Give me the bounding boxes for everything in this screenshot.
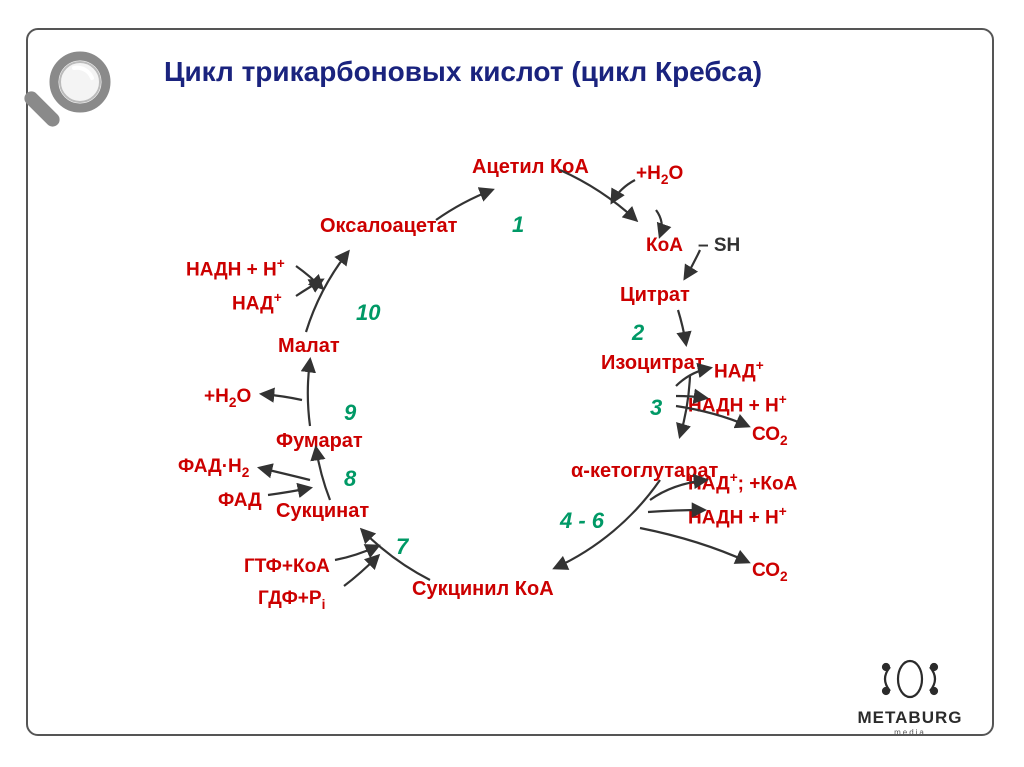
- step-7: 7: [396, 534, 408, 560]
- cofactor-2: – SH: [698, 235, 740, 257]
- diagram-frame: [26, 28, 994, 736]
- metabolite-7: Малат: [278, 335, 340, 358]
- step-1: 1: [512, 212, 524, 238]
- step-2: 2: [632, 320, 644, 346]
- cofactor-8: СО2: [752, 560, 788, 584]
- cofactor-9: ГТФ+КоА: [244, 556, 330, 578]
- step-8: 8: [344, 466, 356, 492]
- cofactor-14: НАДН + Н+: [186, 256, 285, 281]
- cofactor-4: НАДН + Н+: [688, 392, 787, 417]
- cofactor-3: НАД+: [714, 358, 764, 383]
- cofactor-13: +H2O: [204, 386, 251, 410]
- cofactor-6: НАД+; +КоА: [688, 470, 797, 495]
- step-3: 3: [650, 395, 662, 421]
- metabolite-2: Изоцитрат: [601, 352, 705, 375]
- metabolite-5: Сукцинат: [276, 500, 369, 523]
- metabolite-1: Цитрат: [620, 284, 690, 307]
- metabolite-4: Сукцинил КоА: [412, 578, 554, 601]
- page-title: Цикл трикарбоновых кислот (цикл Кребса): [164, 56, 762, 88]
- metabolite-8: Оксалоацетат: [320, 215, 457, 238]
- cofactor-11: ФАД·Н2: [178, 456, 249, 480]
- step-4 - 6: 4 - 6: [560, 508, 604, 534]
- metaburg-logo: METABURG media: [840, 659, 980, 729]
- cofactor-10: ГДФ+Рi: [258, 588, 325, 612]
- step-10: 10: [356, 300, 380, 326]
- logo-media: media: [840, 728, 980, 737]
- cofactor-15: НАД+: [232, 290, 282, 315]
- metabolite-6: Фумарат: [276, 430, 363, 453]
- cofactor-0: +H2O: [636, 163, 683, 187]
- logo-mark: [840, 659, 980, 703]
- cofactor-5: СО2: [752, 424, 788, 448]
- logo-text: METABURG: [840, 708, 980, 728]
- metabolite-0: Ацетил КоА: [472, 156, 589, 179]
- cofactor-7: НАДН + Н+: [688, 504, 787, 529]
- step-9: 9: [344, 400, 356, 426]
- cofactor-1: КоА: [646, 235, 683, 257]
- cofactor-12: ФАД: [218, 490, 262, 512]
